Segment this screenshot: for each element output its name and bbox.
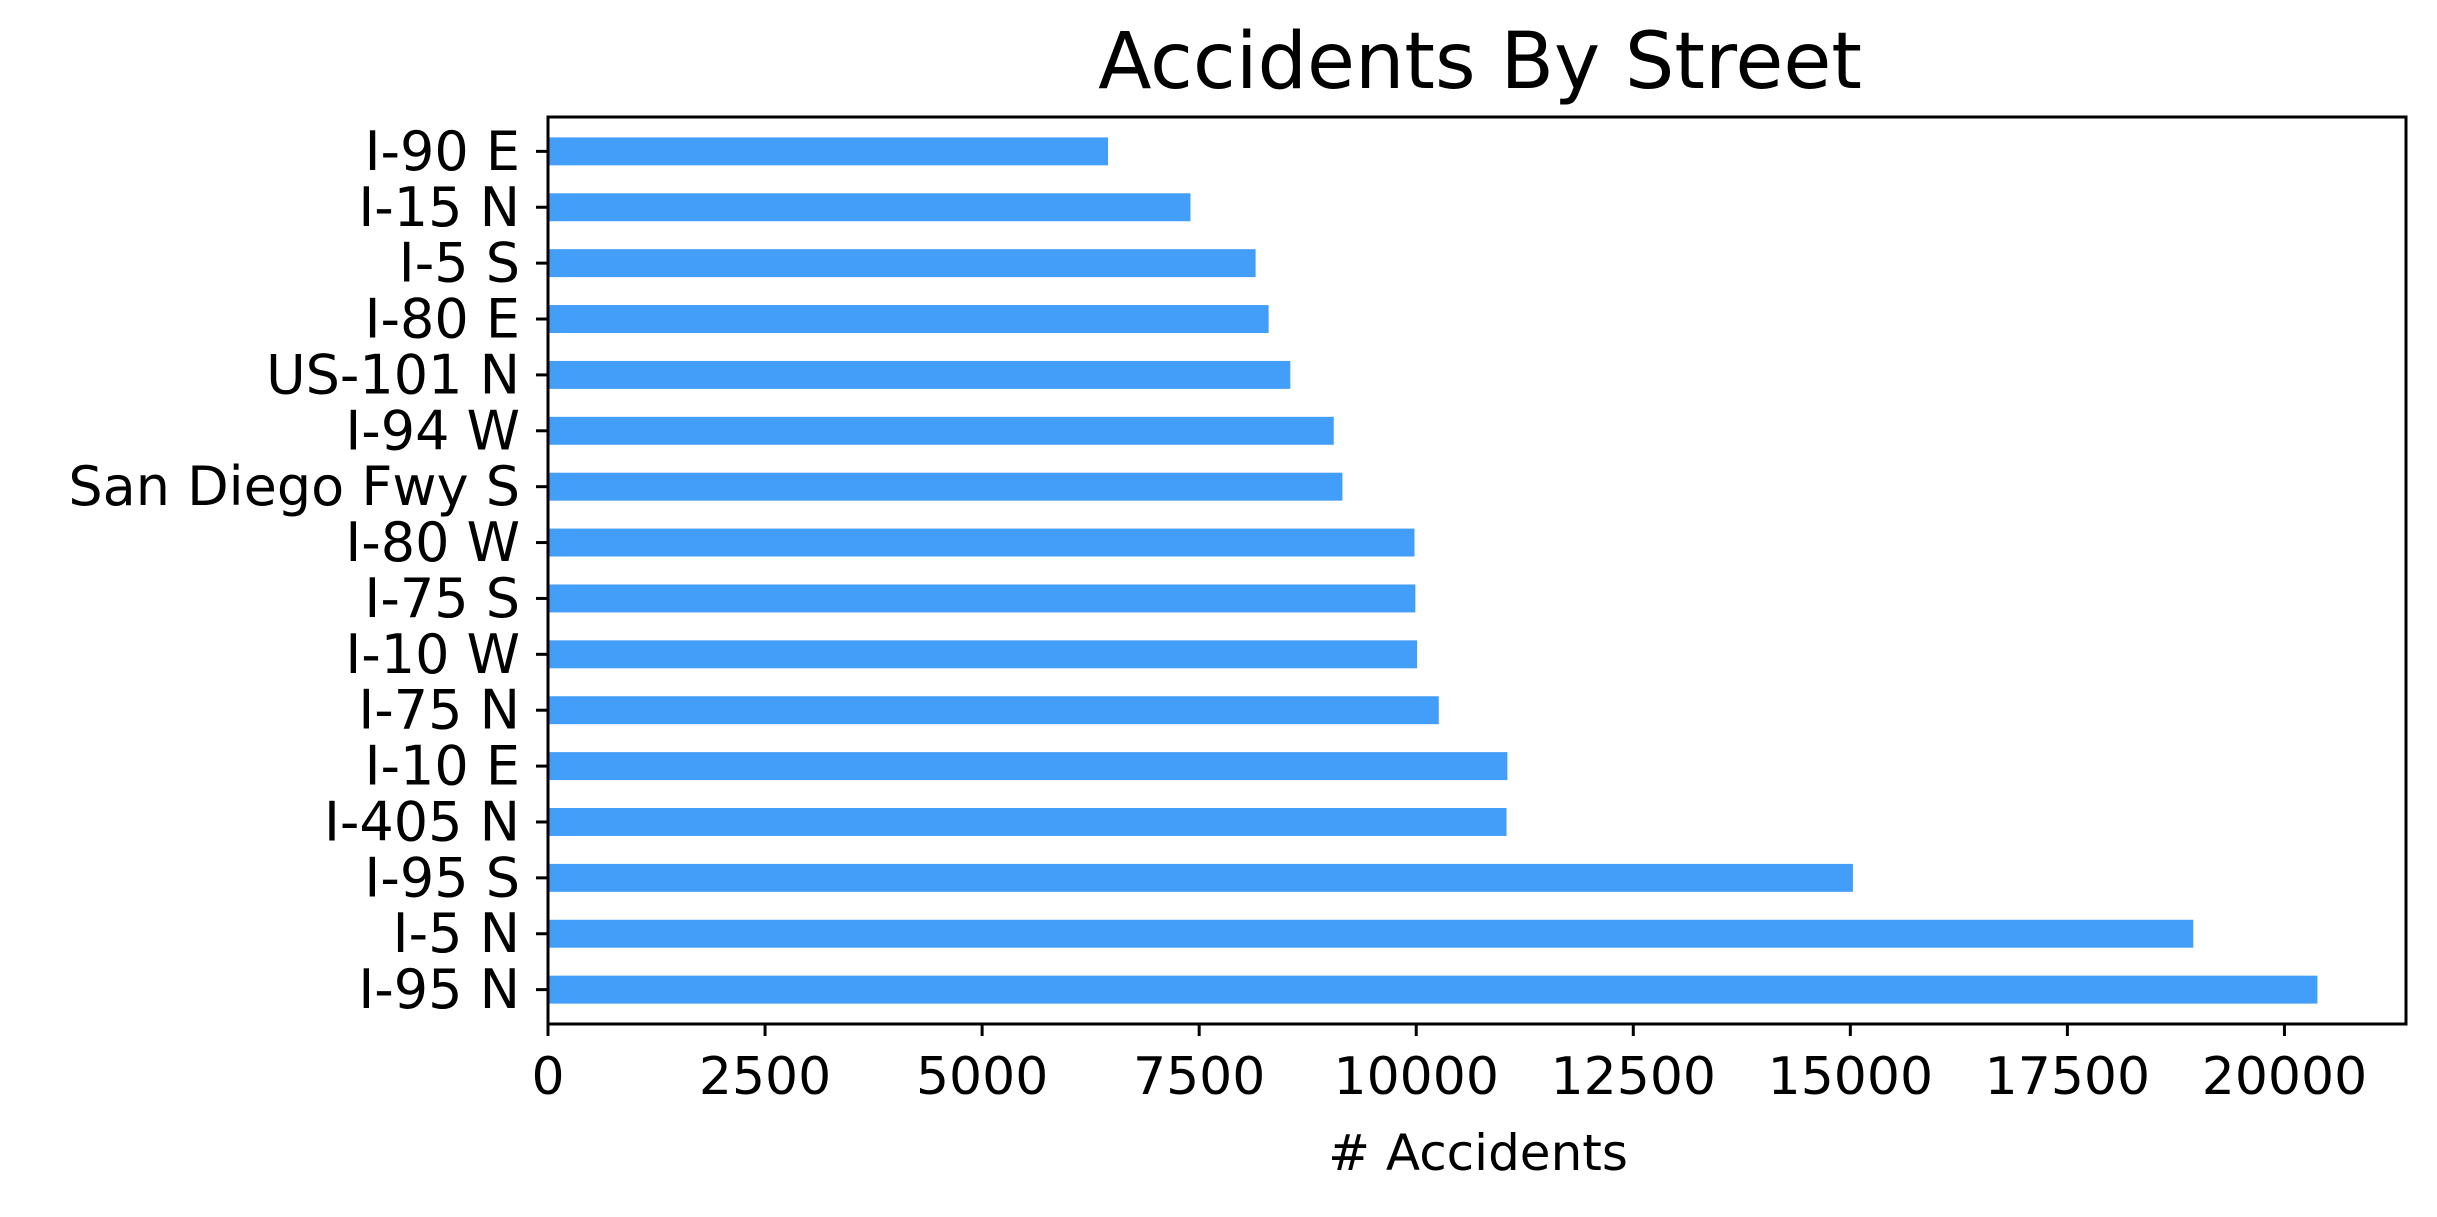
bar <box>548 752 1508 781</box>
x-tick-label: 5000 <box>916 1047 1048 1107</box>
plot-frame <box>546 115 2408 1026</box>
bar <box>548 584 1416 613</box>
y-axis: I-90 EI-15 NI-5 SI-80 EUS-101 NI-94 WSan… <box>68 120 548 1021</box>
bar <box>548 416 1334 445</box>
bar <box>548 305 1269 333</box>
y-tick-label: I-10 W <box>345 623 520 686</box>
x-tick-label: 15000 <box>1768 1047 1933 1107</box>
y-tick-label: I-80 W <box>345 511 520 574</box>
bar <box>548 528 1415 557</box>
bar <box>548 808 1507 836</box>
x-tick-label: 17500 <box>1985 1047 2150 1107</box>
x-tick-label: 2500 <box>699 1047 831 1107</box>
x-axis: 0 2500 5000 7500 10000 12500 15000 17500 20000 <box>531 1024 2367 1107</box>
y-tick-label: I-90 E <box>365 120 520 183</box>
bar <box>548 696 1439 725</box>
y-tick-label: I-80 E <box>365 288 520 351</box>
bar <box>548 919 2194 948</box>
y-tick-label: US-101 N <box>266 343 520 406</box>
y-tick-label: I-5 N <box>393 902 520 965</box>
bar <box>548 360 1291 389</box>
bar <box>548 863 1853 892</box>
bar <box>548 975 2318 1004</box>
y-tick-label: I-405 N <box>324 790 520 853</box>
y-tick-label: San Diego Fwy S <box>68 455 520 518</box>
bars-layer <box>548 137 2318 1004</box>
x-tick-label: 12500 <box>1551 1047 1716 1107</box>
y-tick-label: I-75 S <box>364 567 520 630</box>
bar <box>548 472 1343 501</box>
x-tick-label: 20000 <box>2202 1047 2367 1107</box>
y-tick-label: I-95 N <box>358 958 520 1021</box>
chart-title: Accidents By Street <box>1098 17 1862 107</box>
x-tick-label: 0 <box>531 1047 564 1107</box>
x-axis-title: # Accidents <box>1328 1124 1628 1182</box>
x-tick-label: 7500 <box>1133 1047 1265 1107</box>
y-tick-label: I-15 N <box>358 176 520 239</box>
bar <box>548 193 1191 222</box>
bar <box>548 249 1256 278</box>
y-tick-label: I-75 N <box>358 679 520 742</box>
x-tick-label: 10000 <box>1334 1047 1499 1107</box>
y-tick-label: I-95 S <box>364 846 520 909</box>
y-tick-label: I-10 E <box>365 735 520 798</box>
y-tick-label: I-5 S <box>399 232 520 295</box>
y-tick-label: I-94 W <box>345 399 520 462</box>
bar <box>548 640 1418 669</box>
bar <box>548 137 1109 166</box>
